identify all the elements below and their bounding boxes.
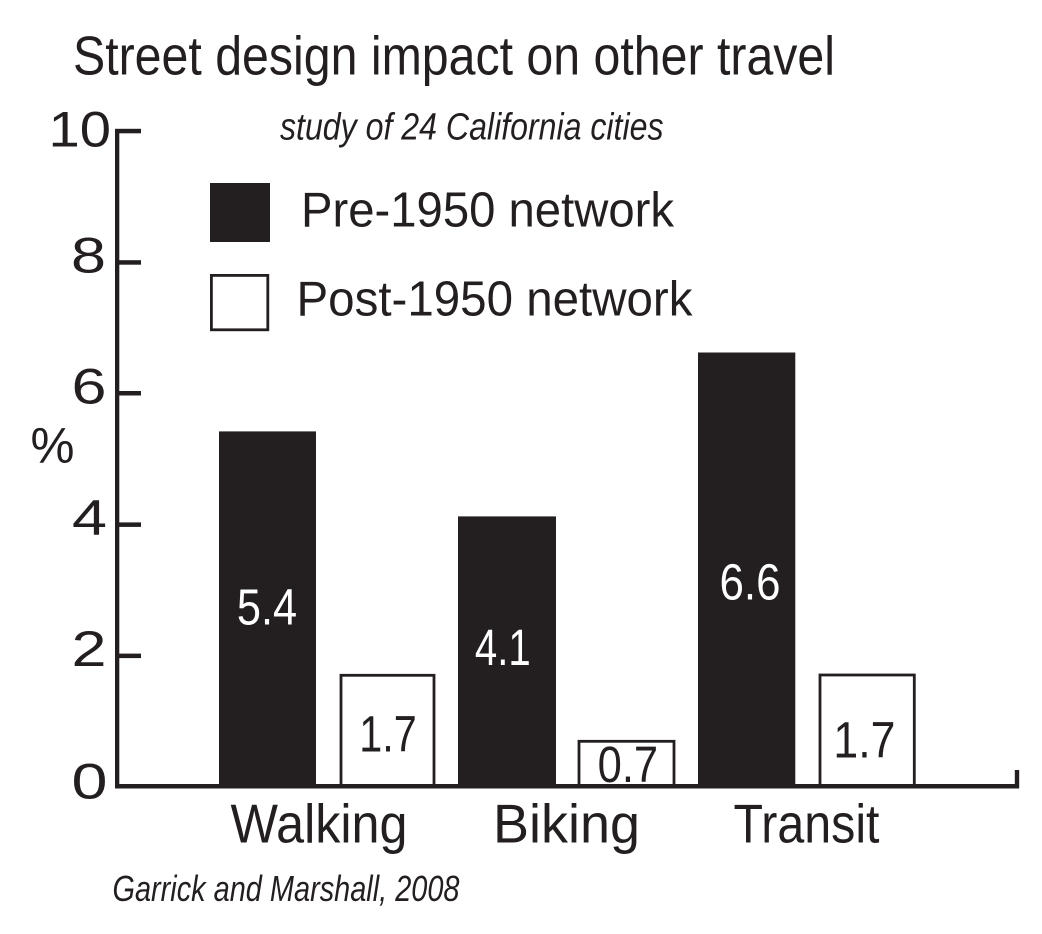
svg-text:8: 8 bbox=[71, 228, 106, 284]
svg-text:study of 24 California cities: study of 24 California cities bbox=[280, 106, 664, 148]
svg-text:2: 2 bbox=[72, 621, 107, 677]
svg-text:10: 10 bbox=[49, 101, 112, 157]
svg-text:0: 0 bbox=[72, 754, 108, 810]
svg-text:Post-1950 network: Post-1950 network bbox=[297, 273, 693, 327]
svg-text:%: % bbox=[31, 418, 75, 474]
svg-text:Walking: Walking bbox=[231, 794, 408, 855]
svg-text:6.6: 6.6 bbox=[720, 554, 781, 611]
svg-text:Street design impact on other: Street design impact on other travel bbox=[73, 26, 835, 87]
svg-text:Transit: Transit bbox=[734, 794, 880, 855]
svg-text:0.7: 0.7 bbox=[598, 736, 659, 793]
svg-text:6: 6 bbox=[72, 358, 107, 414]
svg-text:1.7: 1.7 bbox=[833, 712, 895, 769]
svg-text:1.7: 1.7 bbox=[359, 706, 417, 763]
svg-text:5.4: 5.4 bbox=[237, 579, 297, 636]
svg-text:4.1: 4.1 bbox=[475, 619, 531, 676]
svg-text:4: 4 bbox=[72, 490, 107, 546]
svg-text:Garrick and Marshall, 2008: Garrick and Marshall, 2008 bbox=[113, 868, 460, 909]
svg-text:Biking: Biking bbox=[493, 794, 640, 855]
svg-text:Pre-1950 network: Pre-1950 network bbox=[301, 184, 674, 238]
